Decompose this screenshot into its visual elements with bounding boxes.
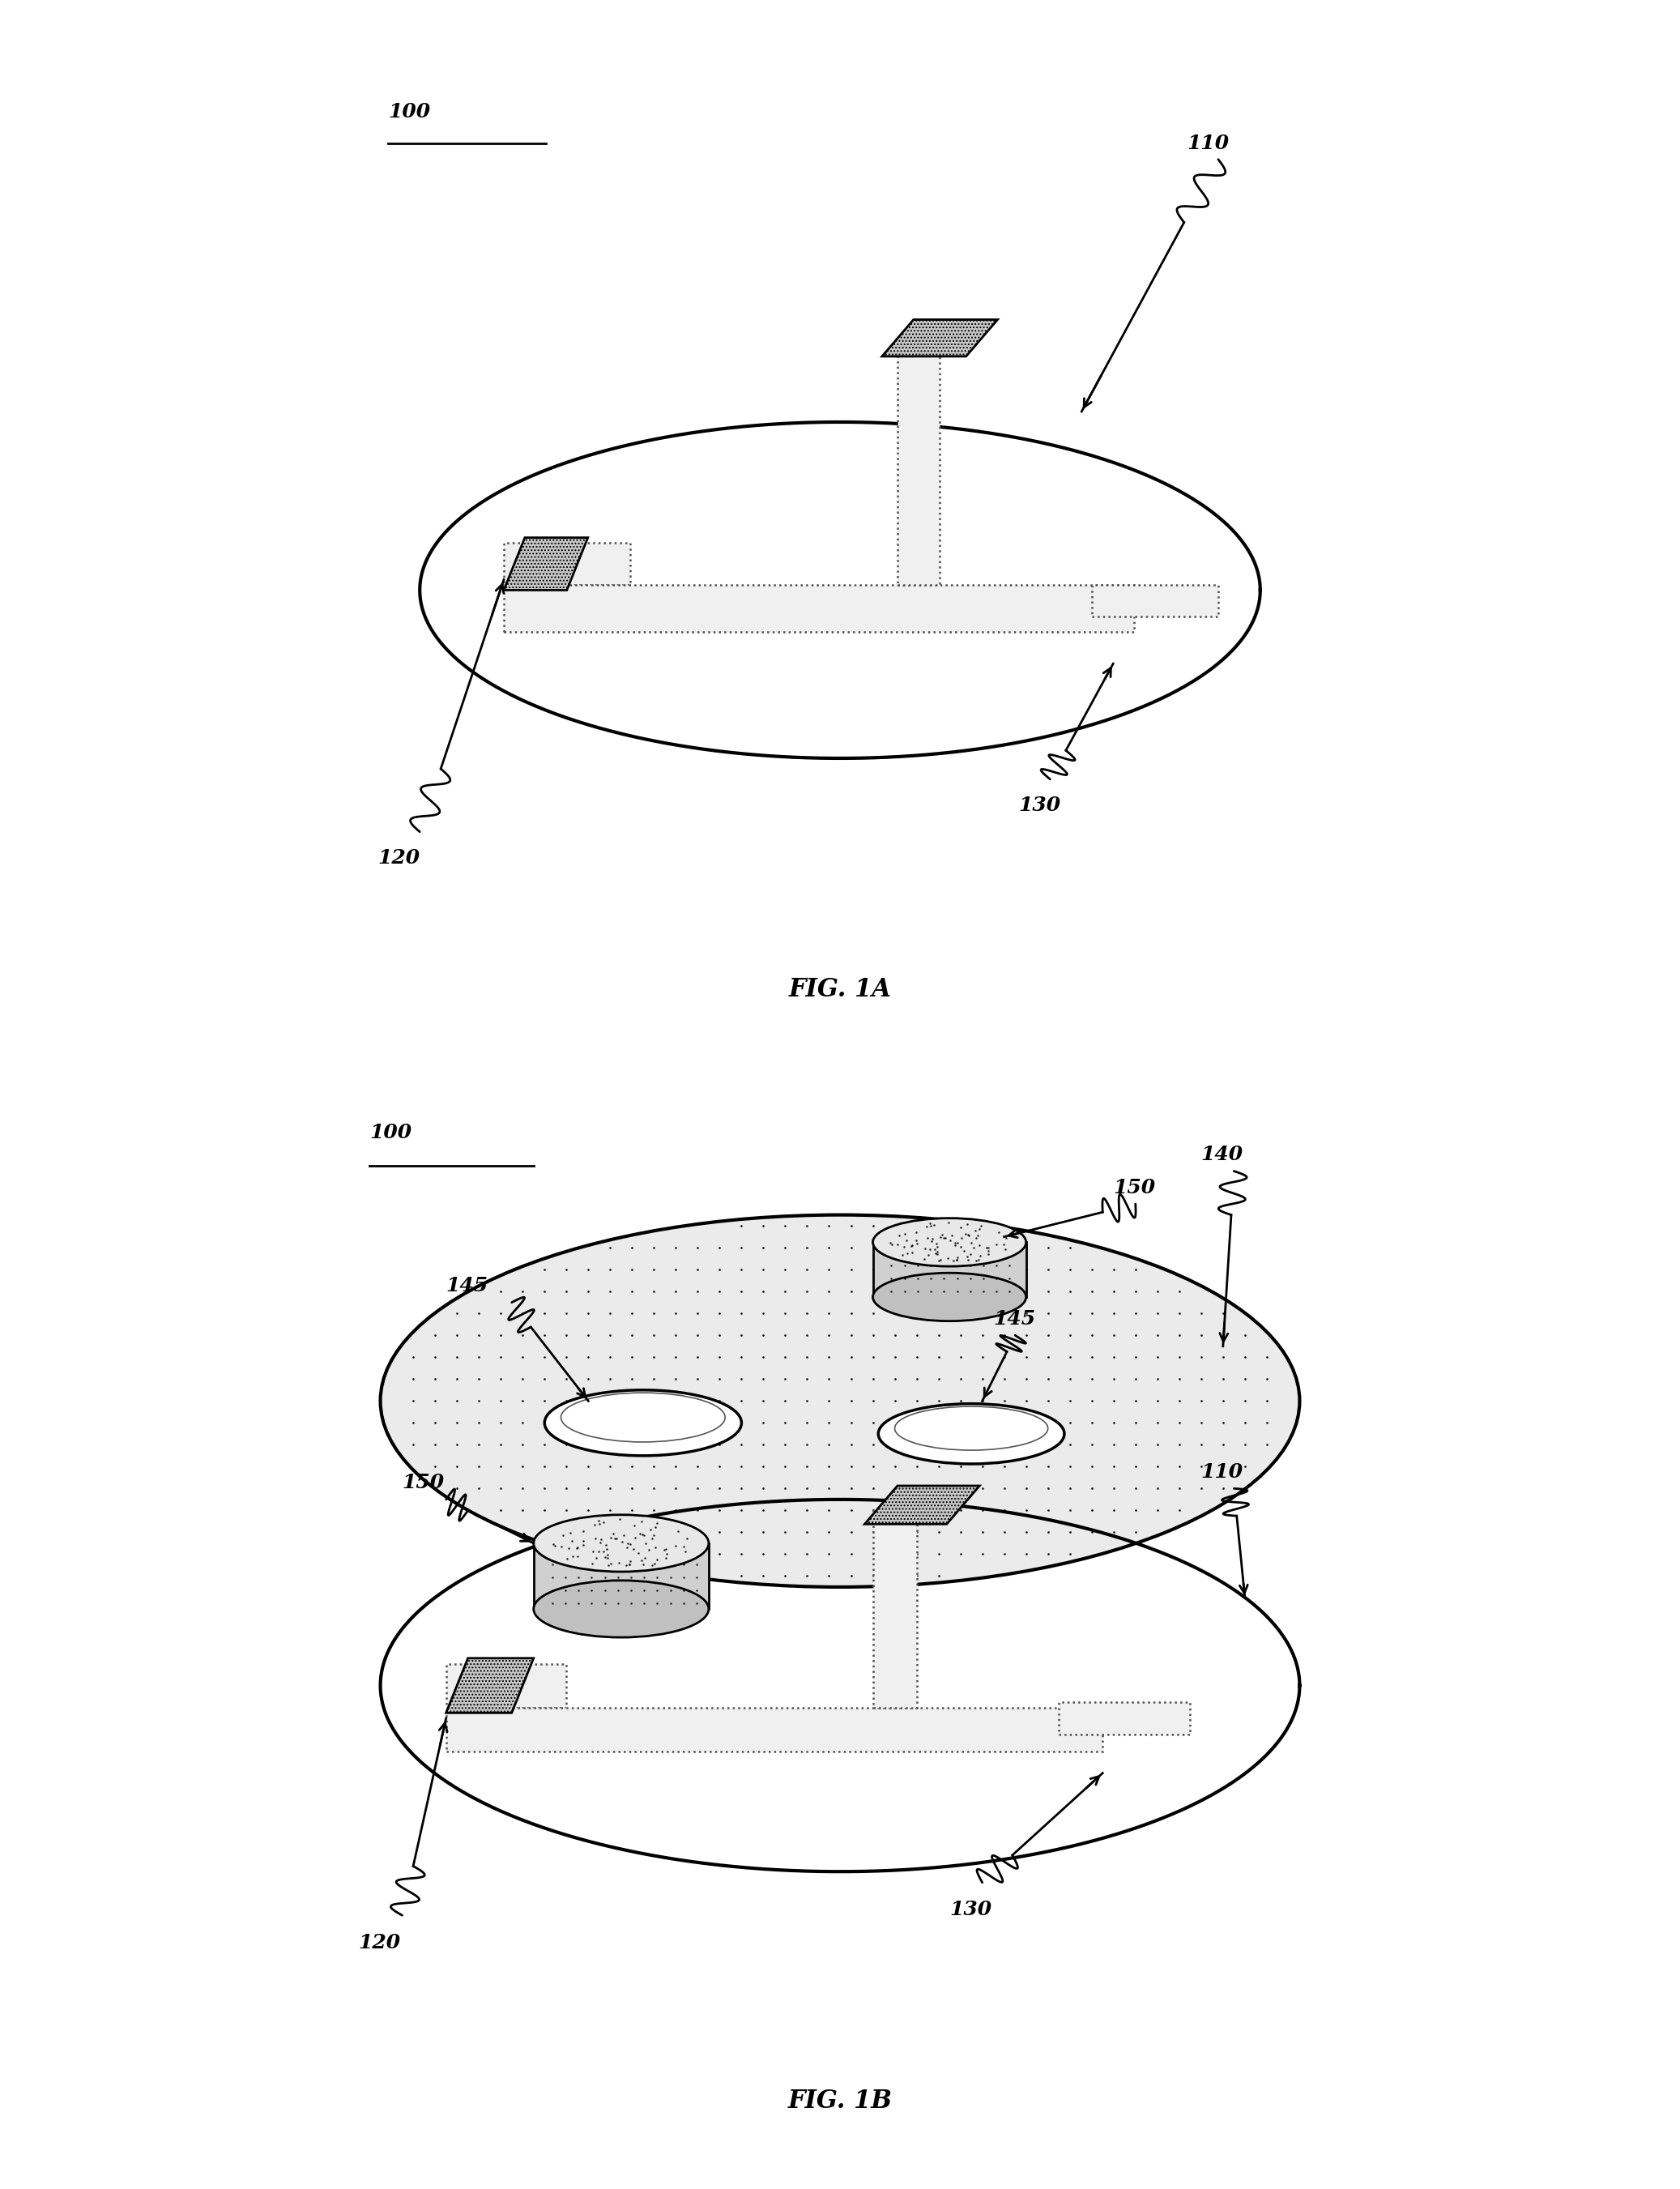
- Ellipse shape: [544, 1390, 741, 1456]
- Text: FIG. 1A: FIG. 1A: [788, 976, 892, 1003]
- Ellipse shape: [380, 1215, 1300, 1587]
- Polygon shape: [445, 1659, 534, 1712]
- Bar: [1058, 1703, 1189, 1734]
- Ellipse shape: [879, 1403, 1065, 1464]
- Bar: [445, 1707, 1102, 1751]
- Text: 120: 120: [358, 1933, 402, 1953]
- Bar: [874, 1510, 917, 1707]
- Text: 100: 100: [388, 103, 430, 120]
- Text: 140: 140: [1201, 1145, 1243, 1165]
- Text: FIG. 1B: FIG. 1B: [788, 2088, 892, 2115]
- Polygon shape: [882, 320, 998, 357]
- Bar: [504, 543, 630, 584]
- Text: 130: 130: [1018, 795, 1060, 814]
- Text: 145: 145: [993, 1309, 1035, 1329]
- Bar: [445, 1664, 566, 1707]
- Polygon shape: [534, 1543, 709, 1609]
- Text: 100: 100: [370, 1123, 412, 1143]
- Ellipse shape: [534, 1580, 709, 1637]
- Polygon shape: [874, 1243, 1026, 1296]
- Text: 150: 150: [402, 1473, 445, 1493]
- Text: 145: 145: [445, 1276, 489, 1296]
- Bar: [897, 355, 939, 584]
- Text: 110: 110: [1201, 1462, 1243, 1482]
- Bar: [504, 584, 1134, 633]
- Text: 150: 150: [1114, 1178, 1156, 1197]
- Ellipse shape: [874, 1217, 1026, 1265]
- Polygon shape: [865, 1486, 979, 1524]
- Text: 120: 120: [378, 847, 420, 867]
- Bar: [1092, 584, 1218, 617]
- Ellipse shape: [534, 1515, 709, 1572]
- Text: 130: 130: [949, 1900, 991, 1920]
- Text: 110: 110: [1186, 134, 1228, 153]
- Ellipse shape: [874, 1274, 1026, 1320]
- Polygon shape: [504, 538, 588, 591]
